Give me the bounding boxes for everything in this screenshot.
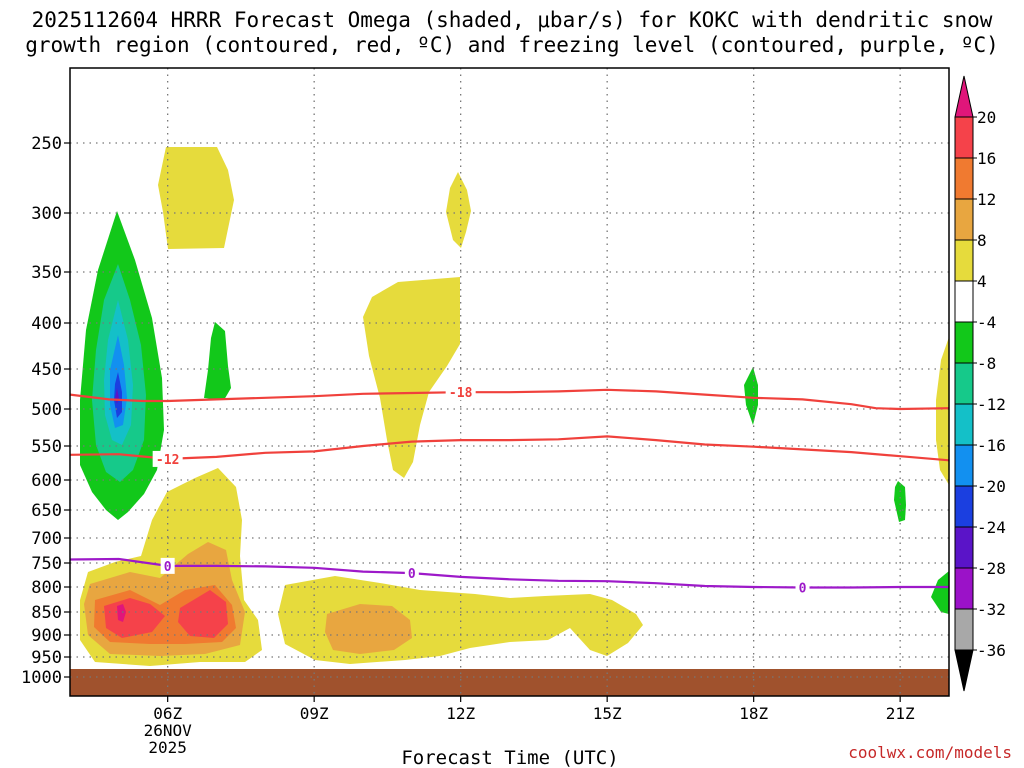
omega-subsidence-1800: [744, 367, 758, 425]
y-tick-label-800: 800: [31, 578, 62, 598]
y-tick-label-300: 300: [31, 204, 62, 224]
y-tick-label-900: 900: [31, 626, 62, 646]
x-tick-label-09z: 09Z: [300, 704, 329, 723]
colorbar-bin-3: [954, 239, 974, 282]
series-label-bg-12-c-isotherm-0: [152, 450, 183, 467]
y-tick-label-600: 600: [31, 471, 62, 491]
gridlines: [70, 68, 949, 696]
colorbar-label-2: 12: [977, 190, 996, 209]
omega-subsidence-right-edge: [931, 571, 949, 614]
plot-border: [69, 67, 950, 697]
x-tick-sublabel-1: 2025: [148, 738, 187, 757]
y-tick-label-700: 700: [31, 529, 62, 549]
colorbar-label-13: -36: [977, 641, 1006, 660]
y-tick-label-650: 650: [31, 501, 62, 521]
omega-midlevel-updraft-1000: [363, 277, 460, 478]
title-line-2: growth region (contoured, red, ºC) and f…: [25, 33, 999, 57]
omega-lowlevel-later-8: [325, 604, 412, 654]
colorbar-label-7: -12: [977, 395, 1006, 414]
omega-subsidence-0700: [204, 322, 231, 400]
y-axis: 250 300 350 400 450 500 550 600 650 700 750 800 850 9…: [21, 134, 70, 688]
title-line-1: 2025112604 HRRR Forecast Omega (shaded, …: [32, 8, 993, 32]
x-tick-sublabel-0: 26NOV: [144, 721, 193, 740]
omega-lowlevel-16-b: [178, 590, 228, 638]
omega-subsidence-2100: [894, 481, 906, 522]
y-tick-label-350: 350: [31, 263, 62, 283]
colorbar-bin-2: [954, 198, 974, 241]
y-tick-label-950: 950: [31, 648, 62, 668]
colorbar-bin-9: [954, 485, 974, 528]
series-label-18-c-isotherm-0: -18: [449, 386, 473, 401]
omega-upper-updraft-1200: [446, 172, 471, 248]
series-line-18-c-isotherm: [70, 388, 949, 411]
colorbar-bin-7: [954, 403, 974, 446]
x-tick-label-21z: 21Z: [886, 704, 915, 723]
series-label-12-c-isotherm-0: -12: [156, 453, 179, 468]
series-line-12-c-isotherm: [70, 435, 949, 462]
x-tick-label-15z: 15Z: [593, 704, 622, 723]
omega-right-edge-updraft: [936, 337, 949, 485]
colorbar-bin-5: [954, 321, 974, 364]
series-label-bg-18-c-isotherm-0: [445, 384, 476, 401]
series-label-bg-0-c-freezing-level-0: [160, 557, 175, 574]
series-label-0-c-freezing-level-1: 0: [408, 567, 416, 582]
colorbar-label-10: -24: [977, 518, 1006, 537]
y-tick-label-850: 850: [31, 603, 62, 623]
colorbar-top-arrow: [954, 75, 974, 118]
colorbar-bin-11: [954, 567, 974, 610]
colorbar: 20 16 12 8 4 -4 -8 -12 -16 -20 -24 -28 -32 -36: [954, 75, 1006, 692]
y-tick-label-550: 550: [31, 437, 62, 457]
y-tick-label-450: 450: [31, 360, 62, 380]
contour-series: -18 -12 0 0 0: [70, 384, 949, 597]
colorbar-label-1: 16: [977, 149, 996, 168]
colorbar-label-12: -32: [977, 600, 1006, 619]
colorbar-bin-8: [954, 444, 974, 487]
colorbar-label-8: -16: [977, 436, 1006, 455]
colorbar-bin-12: [954, 608, 974, 651]
colorbar-bottom-arrow: [954, 649, 974, 692]
y-tick-label-250: 250: [31, 134, 62, 154]
y-tick-label-1000: 1000: [21, 668, 62, 688]
colorbar-bin-6: [954, 362, 974, 405]
x-tick-label-06z: 06Z: [153, 704, 182, 723]
credit-text: coolwx.com/models: [848, 743, 1012, 762]
plot-area: -18 -12 0 0 0: [70, 68, 949, 696]
series-label-0-c-freezing-level-0: 0: [164, 560, 172, 575]
colorbar-label-6: -8: [977, 354, 996, 373]
colorbar-bin-0: [954, 116, 974, 159]
series-label-0-c-freezing-level-2: 0: [799, 582, 807, 597]
omega-upper-updraft-0530: [158, 147, 234, 249]
colorbar-label-0: 20: [977, 108, 996, 127]
y-tick-label-750: 750: [31, 554, 62, 574]
colorbar-bin-10: [954, 526, 974, 569]
colorbar-label-4: 4: [977, 272, 987, 291]
colorbar-label-11: -28: [977, 559, 1006, 578]
y-tick-label-500: 500: [31, 400, 62, 420]
omega-lowlevel-20-max: [117, 604, 126, 622]
x-tick-label-18z: 18Z: [739, 704, 768, 723]
colorbar-label-3: 8: [977, 231, 987, 250]
series-label-bg-0-c-freezing-level-2: [795, 579, 810, 596]
series-label-bg-0-c-freezing-level-1: [404, 565, 419, 582]
x-tick-label-12z: 12Z: [446, 704, 475, 723]
colorbar-bin-4: [954, 280, 974, 323]
y-tick-label-400: 400: [31, 314, 62, 334]
colorbar-label-9: -20: [977, 477, 1006, 496]
x-axis-label: Forecast Time (UTC): [401, 747, 618, 768]
colorbar-bin-1: [954, 157, 974, 200]
surface-terrain: [70, 669, 949, 696]
colorbar-label-5: -4: [977, 313, 996, 332]
